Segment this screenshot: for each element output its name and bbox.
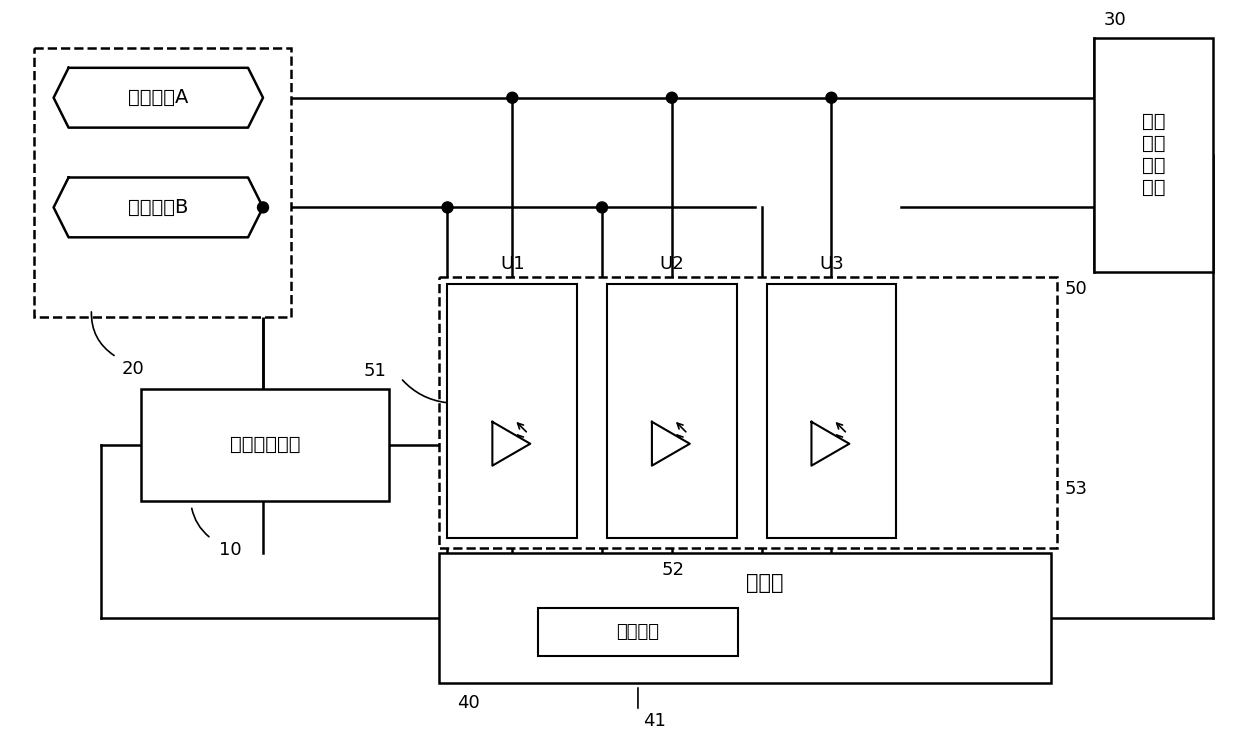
Text: 计时单元: 计时单元: [616, 623, 660, 641]
Text: U2: U2: [660, 255, 684, 273]
Circle shape: [826, 92, 837, 103]
Bar: [608, 284, 737, 539]
Text: U1: U1: [500, 255, 525, 273]
Text: 52: 52: [662, 561, 684, 580]
Text: 51: 51: [363, 362, 387, 380]
Bar: [141, 389, 388, 501]
Text: 40: 40: [458, 694, 480, 712]
Text: 50: 50: [1065, 280, 1087, 298]
Text: 41: 41: [642, 712, 666, 730]
Bar: [439, 277, 1056, 548]
Text: 刺激脉冲电路: 刺激脉冲电路: [229, 436, 300, 455]
Bar: [1094, 38, 1213, 272]
Text: 53: 53: [1065, 479, 1087, 498]
Text: 食管
心电
放大
电路: 食管 心电 放大 电路: [1142, 112, 1166, 197]
Text: 10: 10: [219, 542, 242, 559]
Circle shape: [596, 202, 608, 213]
Circle shape: [507, 92, 518, 103]
Text: 30: 30: [1104, 11, 1126, 29]
Text: 单片机: 单片机: [745, 573, 784, 594]
Circle shape: [258, 202, 269, 213]
Text: 20: 20: [122, 360, 144, 378]
Text: U3: U3: [820, 255, 843, 273]
Text: 阴极电极B: 阴极电极B: [128, 198, 188, 217]
Bar: [33, 48, 291, 317]
Circle shape: [666, 92, 677, 103]
Bar: [538, 608, 738, 656]
Bar: [766, 284, 897, 539]
Polygon shape: [652, 422, 689, 466]
Circle shape: [441, 202, 453, 213]
Bar: [448, 284, 577, 539]
Polygon shape: [492, 422, 531, 466]
Polygon shape: [811, 422, 849, 466]
Text: 阳极电极A: 阳极电极A: [128, 89, 188, 107]
Bar: [439, 553, 1050, 683]
